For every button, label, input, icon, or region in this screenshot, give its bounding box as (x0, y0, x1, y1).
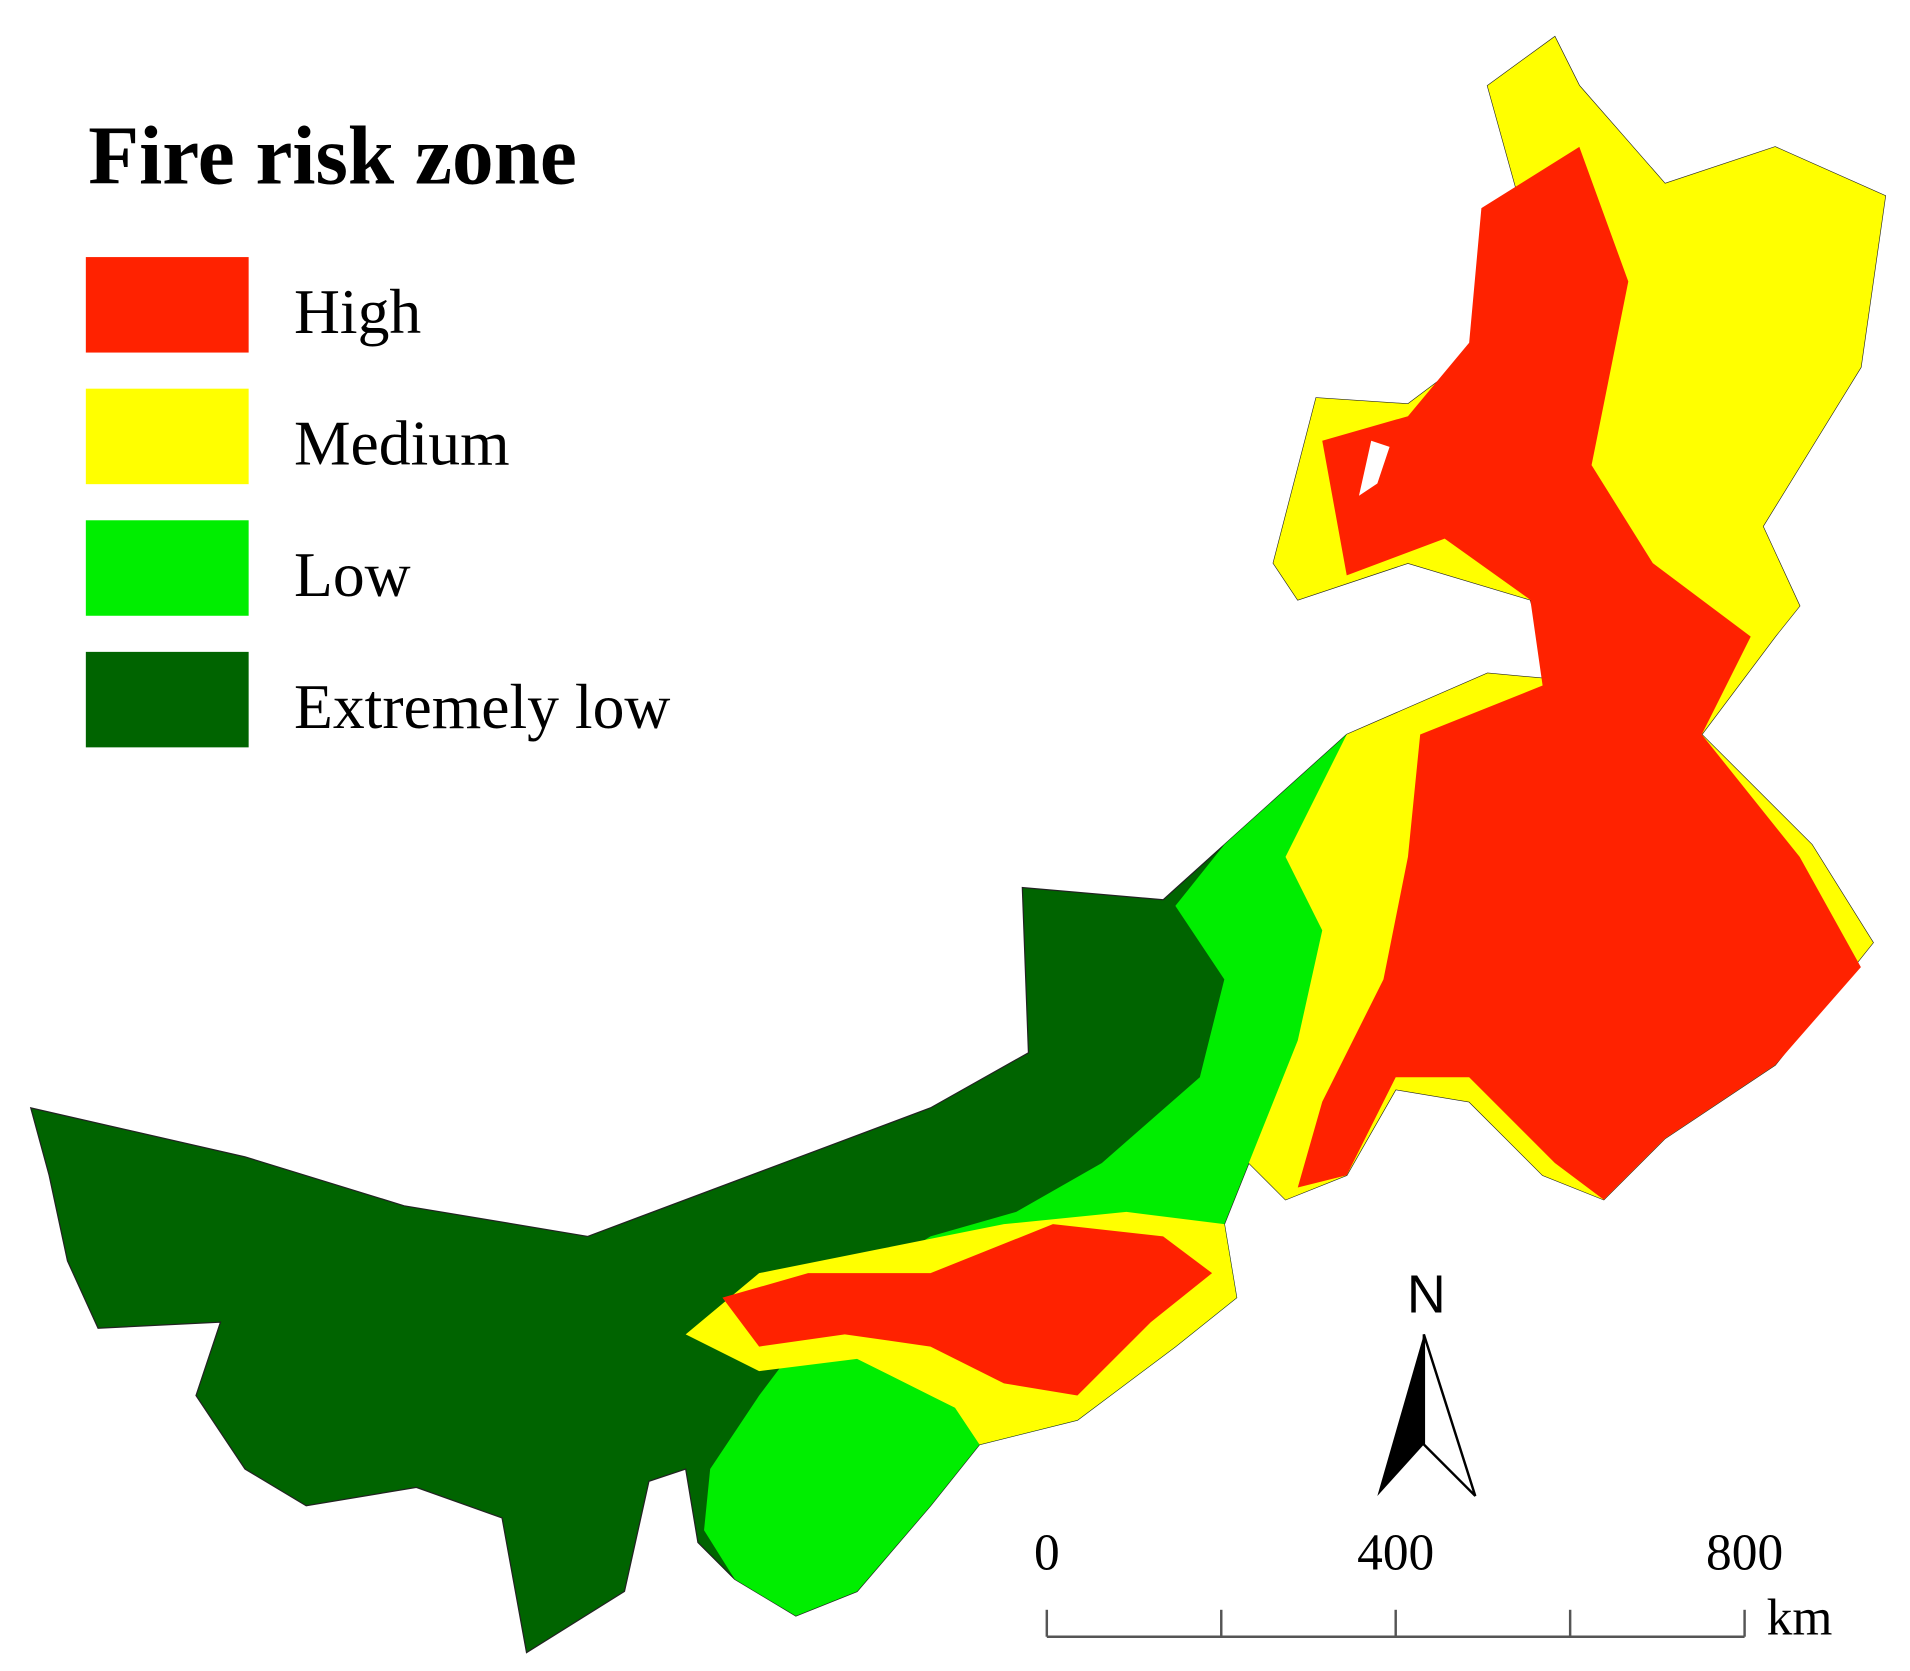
legend: Fire risk zone High Medium Low Extremely lo… (85, 111, 670, 748)
lake (1358, 440, 1390, 496)
legend-label: Medium (294, 408, 510, 479)
scale-bar: 0 400 800 km (1034, 1524, 1832, 1646)
legend-label: Low (294, 539, 411, 610)
legend-swatch (85, 388, 249, 485)
legend-swatch (85, 257, 249, 353)
scale-tick-label: 400 (1357, 1524, 1434, 1581)
scale-tick-label: 800 (1706, 1524, 1783, 1581)
north-arrow-left (1377, 1334, 1424, 1496)
region-map (29, 35, 1887, 1654)
legend-swatch (85, 651, 249, 748)
scale-unit: km (1767, 1589, 1833, 1646)
legend-swatch (85, 520, 249, 616)
north-label: N (1407, 1264, 1446, 1324)
north-arrow: N (1377, 1264, 1477, 1497)
legend-label: Extremely low (294, 671, 670, 742)
north-arrow-right (1422, 1333, 1477, 1497)
scale-tick-label: 0 (1034, 1524, 1060, 1581)
region-high (1297, 146, 1861, 1200)
region-low (704, 710, 1421, 1616)
region-high-south (722, 1224, 1213, 1396)
legend-label: High (294, 276, 421, 347)
legend-title: Fire risk zone (88, 111, 577, 203)
